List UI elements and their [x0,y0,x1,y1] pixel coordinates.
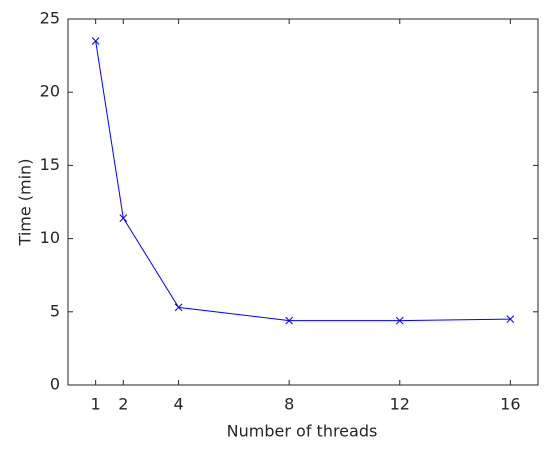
marker [395,316,404,325]
axes-box [67,18,539,386]
x-tick-label: 16 [500,395,520,414]
x-tick-label: 12 [390,395,410,414]
x-tick-label: 8 [284,395,294,414]
marker [285,316,294,325]
series-line [95,40,511,322]
y-tick-label: 25 [40,9,60,28]
y-tick-label: 0 [50,375,60,394]
marker [174,303,183,312]
y-tick-label: 10 [40,228,60,247]
y-tick-label: 15 [40,155,60,174]
x-tick-label: 2 [118,395,128,414]
marker [506,315,515,323]
x-tick-label: 1 [91,395,101,414]
x-tick-label: 4 [173,395,183,414]
marker [91,37,100,45]
y-axis-label: Time (min) [16,159,35,247]
y-tick-label: 5 [50,301,60,320]
x-axis-label: Number of threads [227,422,378,441]
y-tick-label: 20 [40,82,60,101]
marker [119,214,128,222]
